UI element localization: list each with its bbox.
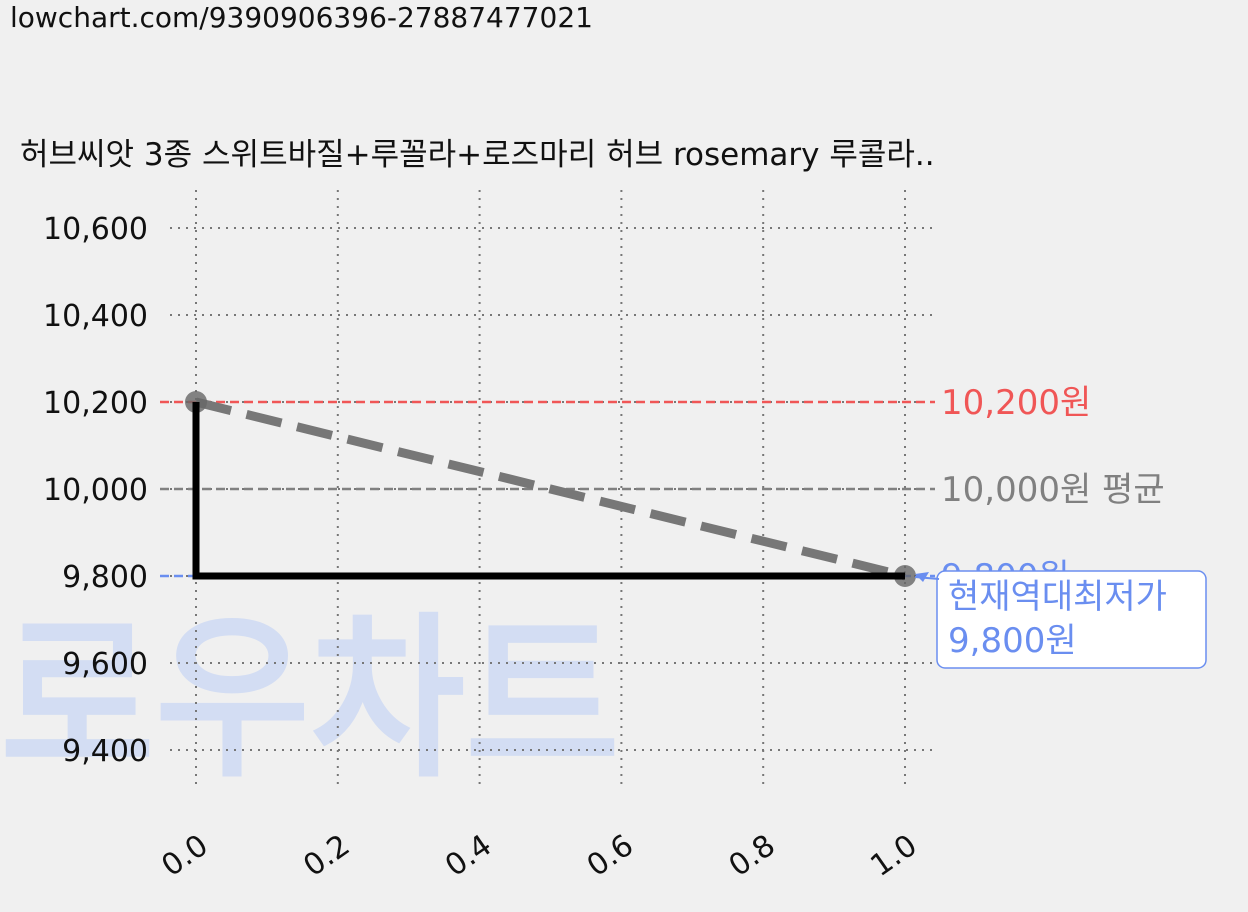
y-tick-label: 10,000 <box>43 473 148 508</box>
y-tick-label: 10,200 <box>43 386 148 421</box>
y-tick-label: 9,800 <box>62 560 148 595</box>
y-tick-label: 9,600 <box>62 647 148 682</box>
x-tick-label: 0.0 <box>155 828 214 884</box>
price-step-line <box>192 402 905 580</box>
x-tick-label: 0.8 <box>723 828 782 884</box>
y-tick-label: 10,600 <box>43 212 148 247</box>
x-tick-label: 0.2 <box>297 828 356 884</box>
y-tick-label: 10,400 <box>43 299 148 334</box>
x-tick-label: 0.4 <box>439 828 498 884</box>
annotation-text: 9,800원 <box>948 621 1077 661</box>
url-text: lowchart.com/9390906396-27887477021 <box>10 1 593 34</box>
chart-title: 허브씨앗 3종 스위트바질+루꼴라+로즈마리 허브 rosemary 루콜라.. <box>20 137 935 173</box>
reference-label: 10,000원 평균 <box>941 470 1165 510</box>
annotation-arrowhead <box>915 572 929 582</box>
x-tick-label: 0.6 <box>581 828 640 884</box>
y-tick-label: 9,400 <box>62 734 148 769</box>
annotation-text: 현재역대최저가 <box>948 577 1167 617</box>
annotation-box <box>936 570 1207 669</box>
watermark: 로우차트 <box>0 597 620 802</box>
x-tick-label: 1.0 <box>864 828 923 884</box>
average-trend-line <box>194 397 907 581</box>
reference-label: 10,200원 <box>941 383 1091 423</box>
series-layer <box>185 391 916 587</box>
